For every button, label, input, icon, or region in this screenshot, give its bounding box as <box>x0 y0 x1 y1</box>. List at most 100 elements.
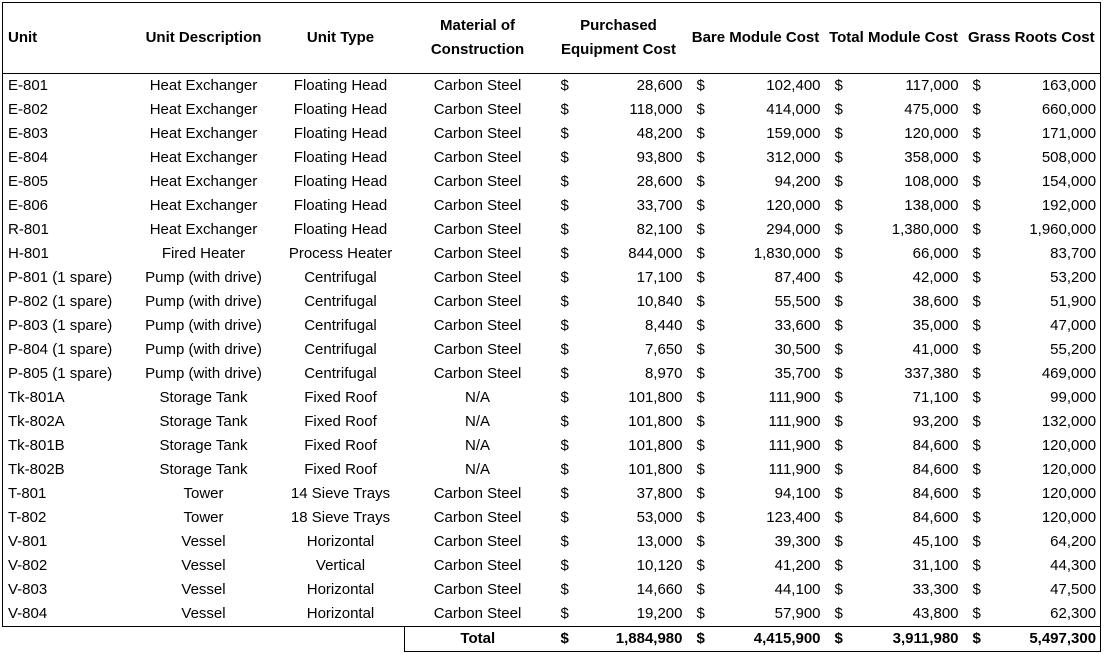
cell-grass-roots-cost: 120,000 <box>990 458 1102 482</box>
currency-symbol: $ <box>972 221 981 238</box>
currency-symbol: $ <box>972 437 981 454</box>
currency-symbol: $ <box>834 557 843 574</box>
cell-bare-module-cost: 111,900 <box>768 437 821 454</box>
cell-purchased-cost: 10,840 <box>636 293 683 310</box>
cell-unit-description: Pump (with drive) <box>145 365 262 382</box>
cell-purchased-cost: 13,000 <box>636 533 683 550</box>
total-bare-module-cost: 4,415,900 <box>714 626 825 652</box>
total-row: Total $ 1,884,980 $ 4,415,900 $ 3,911,98… <box>3 626 1102 652</box>
cell-unit-description: Heat Exchanger <box>149 173 258 190</box>
cell-material: Carbon Steel <box>433 317 522 334</box>
cell-purchased-cost: 101,800 <box>628 389 683 406</box>
cell-unit-type: Vertical <box>315 557 366 574</box>
cell-unit-description: Heat Exchanger <box>149 101 258 118</box>
cell-grass-roots-cost: 51,900 <box>990 290 1102 314</box>
currency-symbol: $ <box>824 626 853 652</box>
currency-symbol: $ <box>834 509 843 526</box>
cell-unit: E-801 <box>2 73 131 98</box>
blank-cell <box>277 627 405 652</box>
cell-grass-roots-cost: 99,000 <box>990 386 1102 410</box>
total-grass-roots-cost: 5,497,300 <box>990 626 1102 652</box>
blank-cell <box>3 627 131 652</box>
currency-symbol: $ <box>696 389 705 406</box>
cell-unit: Tk-802A <box>2 410 131 434</box>
cell-purchased-cost: 10,120 <box>636 557 683 574</box>
cell-unit-type: Floating Head <box>293 221 388 238</box>
cell-unit-type: Floating Head <box>293 77 388 94</box>
currency-symbol: $ <box>834 173 843 190</box>
cell-grass-roots-cost: 47,000 <box>990 314 1102 338</box>
cell-bare-module-cost: 39,300 <box>774 533 821 550</box>
cell-total-module-cost: 84,600 <box>912 461 959 478</box>
cell-grass-roots-cost: 83,700 <box>990 242 1102 266</box>
cell-grass-roots-cost: 154,000 <box>990 170 1102 194</box>
cell-material: Carbon Steel <box>433 221 522 238</box>
cell-total-module-cost: 35,000 <box>912 317 959 334</box>
table-row: T-801 Tower 14 Sieve Trays Carbon Steel $37,… <box>2 482 1102 506</box>
cell-grass-roots-cost: 62,300 <box>990 602 1102 627</box>
cell-material: Carbon Steel <box>433 173 522 190</box>
cell-unit: Tk-801B <box>2 434 131 458</box>
currency-symbol: $ <box>560 365 569 382</box>
cell-total-module-cost: 42,000 <box>912 269 959 286</box>
cell-total-module-cost: 66,000 <box>912 245 959 262</box>
cell-unit-type: Process Heater <box>288 245 393 262</box>
table-row: P-803 (1 spare) Pump (with drive) Centrifu… <box>2 314 1102 338</box>
total-label: Total <box>404 626 551 652</box>
cell-grass-roots-cost: 163,000 <box>990 73 1102 98</box>
blank-cell <box>131 627 277 652</box>
cell-unit: H-801 <box>2 242 131 266</box>
cell-material: N/A <box>464 461 490 478</box>
table-row: P-805 (1 spare) Pump (with drive) Centrifu… <box>2 362 1102 386</box>
cell-purchased-cost: 844,000 <box>628 245 683 262</box>
cell-bare-module-cost: 41,200 <box>774 557 821 574</box>
cell-grass-roots-cost: 508,000 <box>990 146 1102 170</box>
cell-unit-description: Vessel <box>181 557 226 574</box>
currency-symbol: $ <box>686 626 715 652</box>
cell-unit-type: Floating Head <box>293 173 388 190</box>
currency-symbol: $ <box>696 245 705 262</box>
currency-symbol: $ <box>560 533 569 550</box>
cell-total-module-cost: 84,600 <box>912 437 959 454</box>
currency-symbol: $ <box>560 557 569 574</box>
currency-symbol: $ <box>560 389 569 406</box>
cell-bare-module-cost: 35,700 <box>774 365 821 382</box>
cell-total-module-cost: 117,000 <box>905 77 959 94</box>
currency-symbol: $ <box>972 533 981 550</box>
cell-purchased-cost: 17,100 <box>636 269 683 286</box>
cell-total-module-cost: 93,200 <box>912 413 959 430</box>
cell-unit: Tk-802B <box>2 458 131 482</box>
currency-symbol: $ <box>972 77 981 94</box>
cell-unit-type: Floating Head <box>293 149 388 166</box>
cell-total-module-cost: 358,000 <box>904 149 959 166</box>
cell-material: Carbon Steel <box>433 77 522 94</box>
cell-unit: E-805 <box>2 170 131 194</box>
currency-symbol: $ <box>834 317 843 334</box>
currency-symbol: $ <box>834 413 843 430</box>
currency-symbol: $ <box>696 341 705 358</box>
table-row: Tk-801A Storage Tank Fixed Roof N/A $101,800… <box>2 386 1102 410</box>
cell-total-module-cost: 120,000 <box>904 125 959 142</box>
currency-symbol: $ <box>560 149 569 166</box>
cell-unit-type: Centrifugal <box>304 269 377 286</box>
cell-unit: P-804 (1 spare) <box>2 338 131 362</box>
currency-symbol: $ <box>696 221 705 238</box>
cell-grass-roots-cost: 660,000 <box>990 98 1102 122</box>
cell-unit-description: Heat Exchanger <box>149 125 258 142</box>
cell-grass-roots-cost: 1,960,000 <box>990 218 1102 242</box>
cell-purchased-cost: 37,800 <box>636 485 683 502</box>
cell-purchased-cost: 48,200 <box>636 125 683 142</box>
cell-bare-module-cost: 294,000 <box>766 221 821 238</box>
currency-symbol: $ <box>972 173 981 190</box>
cell-unit: P-803 (1 spare) <box>2 314 131 338</box>
currency-symbol: $ <box>696 317 705 334</box>
cell-material: N/A <box>464 413 490 430</box>
cell-bare-module-cost: 120,000 <box>766 197 821 214</box>
cell-purchased-cost: 28,600 <box>636 173 683 190</box>
cell-total-module-cost: 84,600 <box>912 509 959 526</box>
cell-unit-description: Fired Heater <box>161 245 246 262</box>
cell-unit-description: Storage Tank <box>159 437 248 454</box>
cell-material: Carbon Steel <box>433 365 522 382</box>
